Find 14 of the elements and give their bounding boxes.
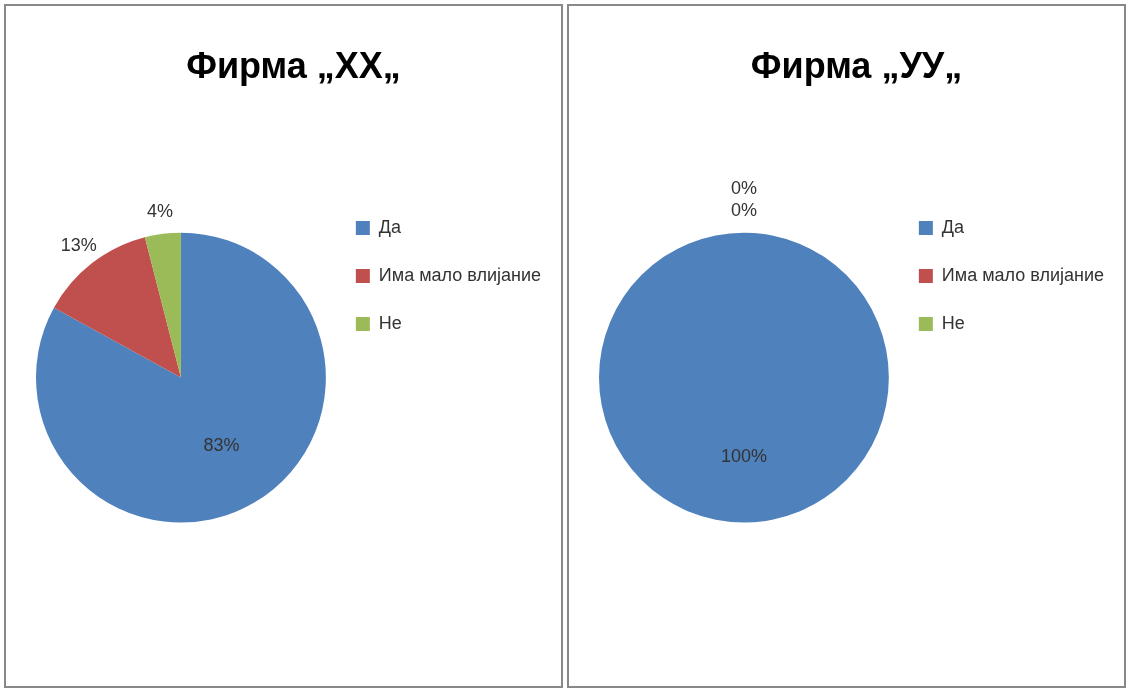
legend-label: Да	[378, 216, 403, 237]
chart-title: Фирма „УУ„	[750, 44, 963, 86]
data-label: 4%	[147, 201, 174, 222]
data-label: 83%	[203, 435, 240, 456]
legend-label: Не	[378, 312, 402, 333]
text: 0%	[730, 177, 757, 198]
data-label: 100%	[720, 446, 767, 467]
legend-label: Да	[941, 216, 966, 237]
legend-label: Не	[941, 312, 965, 333]
legend-label: Има мало влијание	[941, 264, 1105, 285]
text: 0%	[730, 199, 757, 220]
legend-label: Има мало влијание	[378, 264, 542, 285]
chart-title: Фирма „XX„	[186, 44, 401, 86]
data-label: 13%	[60, 234, 97, 255]
